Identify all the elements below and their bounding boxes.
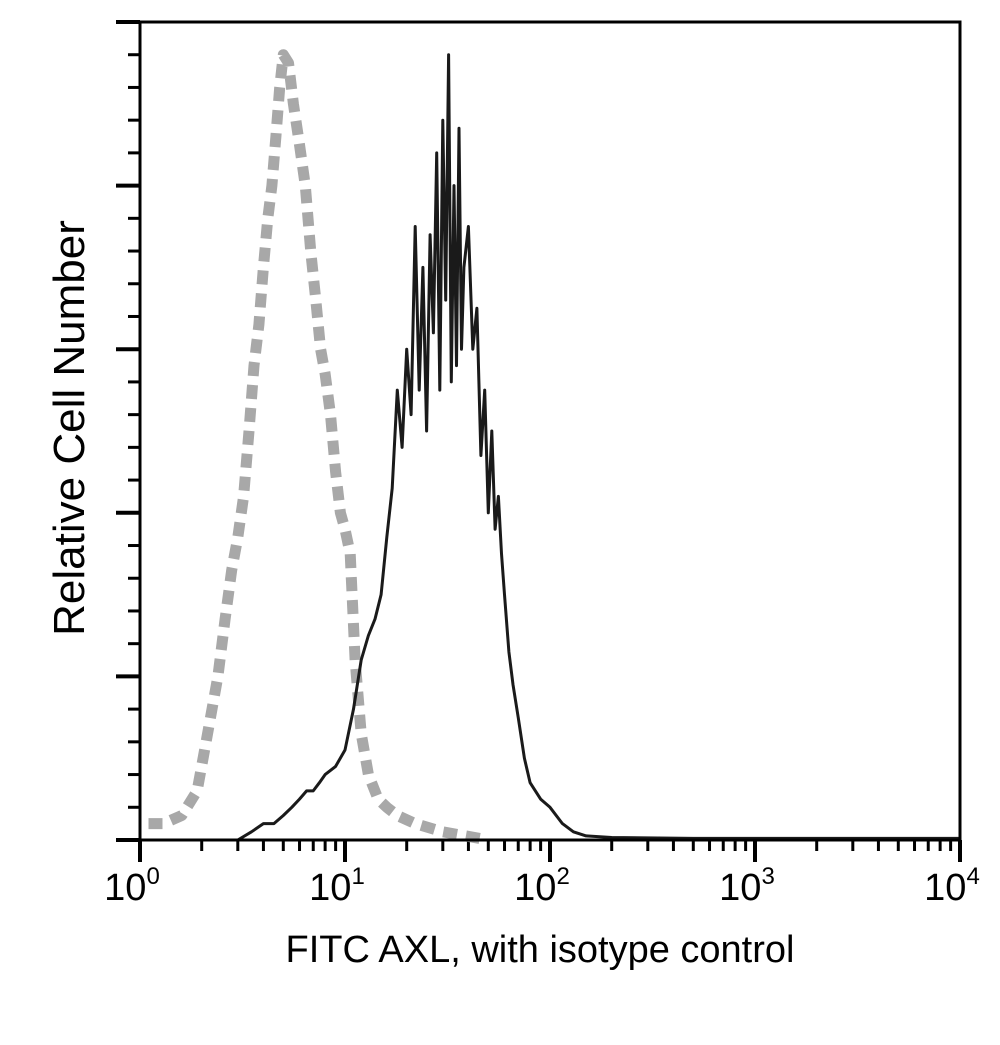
x-axis-tick-labels: 100 101 102 103 104 [104, 863, 980, 909]
y-axis-label: Relative Cell Number [45, 220, 94, 636]
x-tick-label: 103 [719, 863, 775, 909]
y-axis-ticks [116, 20, 140, 842]
x-tick-label: 101 [309, 863, 365, 909]
axl-series [176, 53, 960, 842]
x-axis-ticks [138, 840, 962, 862]
x-tick-label: 100 [104, 863, 160, 909]
series-layer [148, 49, 960, 846]
x-axis-label: FITC AXL, with isotype control [286, 929, 795, 971]
isotype-control-series [148, 49, 490, 846]
x-tick-label: 102 [514, 863, 570, 909]
x-tick-label: 104 [924, 863, 980, 909]
plot-frame [138, 20, 962, 842]
